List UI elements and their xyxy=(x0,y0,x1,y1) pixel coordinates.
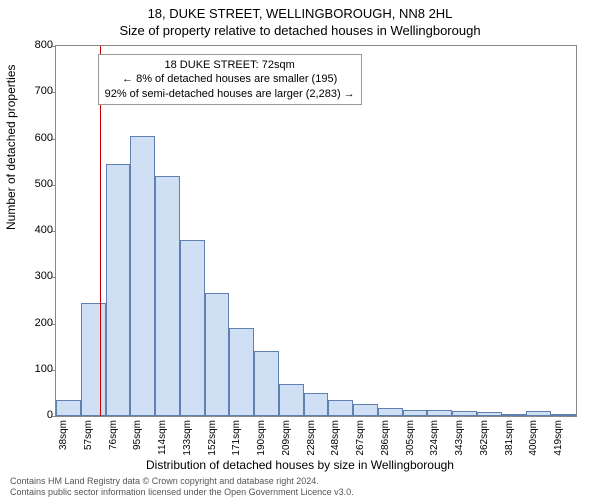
histogram-bar xyxy=(551,414,576,416)
callout-line: ← 8% of detached houses are smaller (195… xyxy=(105,72,355,86)
footer-line-1: Contains HM Land Registry data © Crown c… xyxy=(10,476,354,487)
callout-line: 18 DUKE STREET: 72sqm xyxy=(105,58,355,72)
x-tick-label: 305sqm xyxy=(405,420,416,456)
y-tick xyxy=(52,277,56,278)
y-tick-label: 400 xyxy=(35,224,53,236)
x-tick-label: 57sqm xyxy=(83,420,94,450)
y-tick xyxy=(52,92,56,93)
page-subtitle: Size of property relative to detached ho… xyxy=(0,21,600,38)
y-tick xyxy=(52,46,56,47)
histogram-bar xyxy=(477,412,502,416)
histogram-bar xyxy=(155,176,180,417)
x-tick-label: 171sqm xyxy=(231,420,242,456)
x-tick-label: 362sqm xyxy=(479,420,490,456)
x-tick-label: 228sqm xyxy=(306,420,317,456)
y-tick xyxy=(52,139,56,140)
callout-line: 92% of semi-detached houses are larger (… xyxy=(105,87,355,101)
y-tick xyxy=(52,416,56,417)
y-tick xyxy=(52,324,56,325)
x-tick-label: 209sqm xyxy=(281,420,292,456)
histogram-bar xyxy=(427,410,452,416)
histogram-bar xyxy=(403,410,428,416)
y-tick-label: 700 xyxy=(35,85,53,97)
x-tick-label: 400sqm xyxy=(528,420,539,456)
histogram-bar xyxy=(205,293,230,416)
histogram-bar xyxy=(254,351,279,416)
histogram-bar xyxy=(229,328,254,416)
x-tick-label: 38sqm xyxy=(58,420,69,450)
y-tick xyxy=(52,370,56,371)
histogram-bar xyxy=(353,404,378,416)
x-tick-label: 267sqm xyxy=(355,420,366,456)
histogram-bar xyxy=(106,164,131,416)
histogram-bar xyxy=(452,411,477,416)
x-tick-label: 324sqm xyxy=(429,420,440,456)
histogram-bar xyxy=(328,400,353,416)
histogram-bar xyxy=(279,384,304,416)
x-tick-label: 286sqm xyxy=(380,420,391,456)
histogram-bar xyxy=(180,240,205,416)
x-tick-label: 190sqm xyxy=(256,420,267,456)
y-tick-label: 300 xyxy=(35,270,53,282)
y-tick-label: 800 xyxy=(35,39,53,51)
y-tick-label: 100 xyxy=(35,363,53,375)
footer-attribution: Contains HM Land Registry data © Crown c… xyxy=(10,476,354,498)
x-tick-label: 419sqm xyxy=(553,420,564,456)
callout-box: 18 DUKE STREET: 72sqm← 8% of detached ho… xyxy=(98,54,362,105)
y-tick xyxy=(52,231,56,232)
x-tick-label: 114sqm xyxy=(157,420,168,455)
x-tick-label: 248sqm xyxy=(330,420,341,456)
y-tick xyxy=(52,185,56,186)
histogram-bar xyxy=(56,400,81,416)
histogram-plot: 38sqm57sqm76sqm95sqm114sqm133sqm152sqm17… xyxy=(55,45,577,417)
histogram-bar xyxy=(81,303,106,416)
x-tick-label: 95sqm xyxy=(132,420,143,450)
x-tick-label: 343sqm xyxy=(454,420,465,456)
histogram-bar xyxy=(130,136,155,416)
footer-line-2: Contains public sector information licen… xyxy=(10,487,354,498)
histogram-bar xyxy=(304,393,329,416)
y-tick-label: 0 xyxy=(47,409,53,421)
x-tick-label: 133sqm xyxy=(182,420,193,456)
y-tick-label: 500 xyxy=(35,178,53,190)
page-title: 18, DUKE STREET, WELLINGBOROUGH, NN8 2HL xyxy=(0,0,600,21)
y-tick-label: 600 xyxy=(35,132,53,144)
x-tick-label: 152sqm xyxy=(207,420,218,456)
histogram-bar xyxy=(378,408,403,416)
x-tick-label: 76sqm xyxy=(108,420,119,450)
x-axis-label: Distribution of detached houses by size … xyxy=(0,458,600,472)
histogram-bar xyxy=(526,411,551,416)
x-tick-label: 381sqm xyxy=(504,420,515,456)
histogram-bar xyxy=(502,414,527,416)
y-axis-label: Number of detached properties xyxy=(4,65,18,230)
y-tick-label: 200 xyxy=(35,317,53,329)
